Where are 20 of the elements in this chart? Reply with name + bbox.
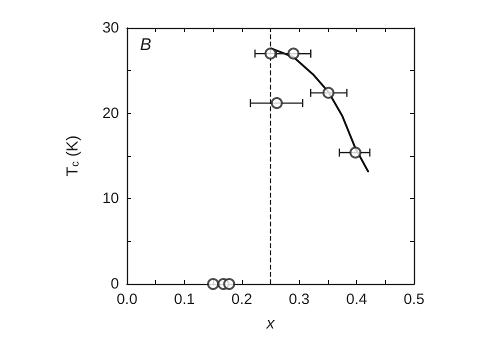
x-tick-label: 0.5 bbox=[404, 291, 424, 308]
x-tick-label: 0.2 bbox=[231, 291, 252, 308]
point bbox=[322, 86, 334, 99]
annotation: B bbox=[140, 35, 152, 54]
y-tick-label: 0 bbox=[110, 276, 119, 292]
y-axis-title: Tc (K) bbox=[64, 135, 82, 177]
x-tick-label: 0.0 bbox=[116, 291, 138, 308]
x-axis-title: x bbox=[266, 316, 276, 332]
point bbox=[287, 48, 300, 60]
point bbox=[349, 146, 362, 159]
point bbox=[207, 278, 220, 290]
y-tick-label: 10 bbox=[102, 190, 119, 208]
y-tick-label: 20 bbox=[102, 104, 119, 122]
x-tick-label: 0.3 bbox=[288, 291, 310, 308]
y-tick-label: 30 bbox=[102, 20, 119, 36]
point bbox=[264, 48, 276, 60]
point bbox=[223, 278, 236, 290]
x-tick-label: 0.1 bbox=[174, 291, 195, 308]
x-tick-label: 0.4 bbox=[346, 291, 368, 308]
point bbox=[270, 97, 283, 110]
